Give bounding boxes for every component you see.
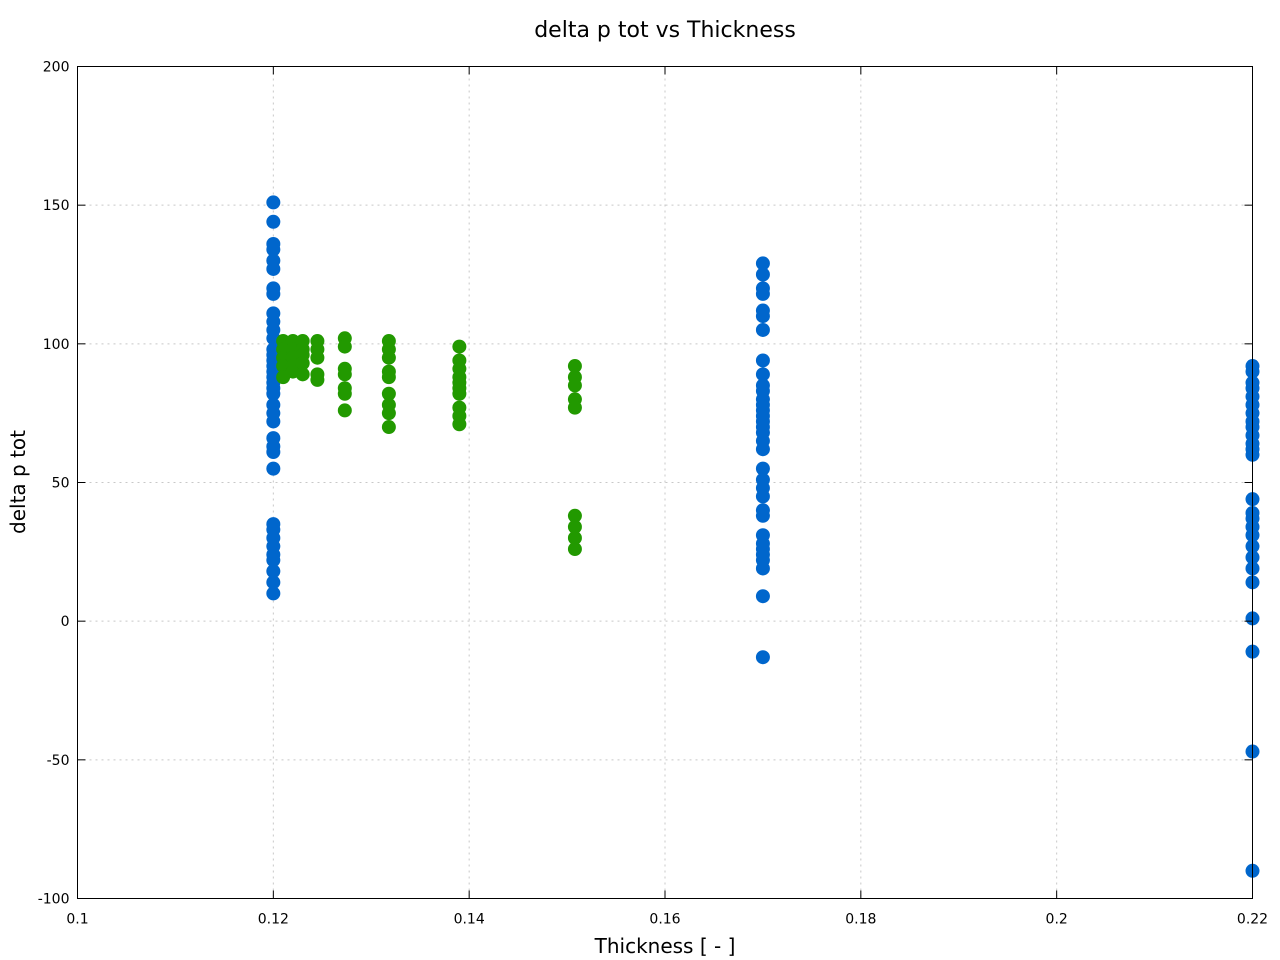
data-point: [266, 586, 281, 601]
data-point: [567, 519, 582, 534]
data-point: [266, 461, 281, 476]
y-tick-label: 0: [61, 614, 70, 630]
x-tick-label: 0.1: [66, 912, 88, 928]
data-point: [755, 461, 770, 476]
data-point: [381, 370, 396, 385]
data-point: [266, 242, 281, 257]
data-point: [567, 508, 582, 523]
data-point: [755, 309, 770, 324]
tick-labels: 0.1 0.12 0.14 0.16 0.18 0.2 0.22 -100 -50 0 50 100 1…: [38, 60, 1268, 928]
data-point: [337, 339, 352, 354]
data-point: [755, 267, 770, 282]
data-point: [310, 350, 325, 365]
data-point: [755, 442, 770, 457]
x-tick-label: 0.18: [845, 912, 876, 928]
data-point: [755, 367, 770, 382]
y-axis-label: delta p tot: [6, 430, 30, 534]
data-point: [295, 356, 310, 371]
data-point: [337, 403, 352, 418]
data-point: [381, 406, 396, 421]
data-point: [567, 530, 582, 545]
data-point: [755, 489, 770, 504]
data-point: [755, 650, 770, 665]
data-point: [567, 400, 582, 415]
data-point: [452, 339, 467, 354]
x-axis-label: Thickness [ - ]: [594, 934, 736, 958]
y-tick-label: 200: [43, 60, 70, 76]
data-point: [567, 542, 582, 557]
x-tick-label: 0.12: [258, 912, 289, 928]
data-point: [266, 414, 281, 429]
data-point: [755, 589, 770, 604]
data-point: [266, 564, 281, 579]
x-tick-label: 0.22: [1237, 912, 1268, 928]
y-tick-label: -50: [47, 753, 70, 769]
x-tick-label: 0.14: [454, 912, 485, 928]
data-point: [266, 575, 281, 590]
data-point: [381, 386, 396, 401]
data-point: [266, 214, 281, 229]
data-point: [337, 386, 352, 401]
data-point: [755, 561, 770, 576]
axis-ticks: [77, 66, 1253, 899]
data-point: [755, 322, 770, 337]
y-tick-label: -100: [38, 892, 70, 908]
y-tick-label: 100: [43, 337, 70, 353]
data-point: [755, 353, 770, 368]
data-point: [266, 286, 281, 301]
data-point: [266, 444, 281, 459]
data-point: [755, 508, 770, 523]
data-point: [266, 386, 281, 401]
data-point: [567, 359, 582, 374]
data-point: [755, 256, 770, 271]
x-tick-label: 0.16: [649, 912, 680, 928]
grid-lines: [77, 66, 1253, 899]
x-tick-label: 0.2: [1046, 912, 1068, 928]
data-point: [452, 386, 467, 401]
data-point: [381, 420, 396, 435]
data-points: [266, 195, 1260, 878]
data-point: [567, 378, 582, 393]
y-tick-label: 50: [52, 476, 70, 492]
y-tick-label: 150: [43, 198, 70, 214]
data-point: [452, 417, 467, 432]
data-point: [266, 553, 281, 568]
data-point: [266, 261, 281, 276]
data-point: [295, 367, 310, 382]
data-point: [337, 367, 352, 382]
data-point: [381, 350, 396, 365]
chart-title: delta p tot vs Thickness: [534, 18, 796, 43]
data-point: [755, 286, 770, 301]
data-point: [310, 372, 325, 387]
data-point: [266, 195, 281, 210]
